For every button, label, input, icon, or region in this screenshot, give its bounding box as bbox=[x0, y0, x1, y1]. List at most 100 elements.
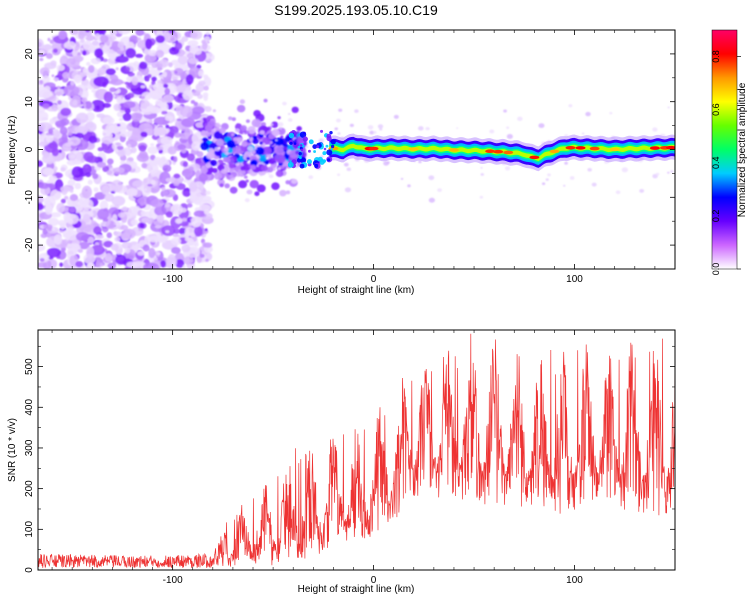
spectrogram-cell bbox=[289, 141, 293, 145]
spectrogram-cell bbox=[127, 72, 135, 77]
spectrogram-cell bbox=[220, 168, 227, 174]
spectrogram-cell bbox=[116, 111, 124, 118]
spectrogram-cell bbox=[337, 132, 341, 135]
spectrogram-cell bbox=[114, 55, 129, 63]
spectrogram-cell bbox=[93, 226, 102, 235]
spectrogram-cell bbox=[205, 190, 211, 195]
spectrogram-cell bbox=[98, 266, 102, 269]
spectrogram-cell bbox=[39, 57, 44, 62]
spectrogram-cell bbox=[59, 126, 68, 135]
spectrogram-cell bbox=[58, 30, 67, 40]
spectrogram-cell bbox=[52, 227, 56, 231]
spectrogram-cell bbox=[568, 104, 573, 108]
spectrogram-cell bbox=[316, 145, 320, 149]
spectrogram-cell bbox=[127, 143, 132, 149]
snr-x-label: Height of straight line (km) bbox=[298, 584, 415, 595]
spectrogram-cell bbox=[205, 31, 210, 36]
spectrogram-cell bbox=[480, 173, 484, 176]
spectrogram-cell bbox=[208, 167, 214, 173]
spectrogram-cell bbox=[268, 174, 274, 179]
spectrogram-cell bbox=[306, 159, 312, 165]
spectrogram-cell bbox=[185, 74, 194, 85]
spectrogram-cell bbox=[135, 53, 144, 58]
spectrogram-cell bbox=[256, 155, 261, 159]
spectrogram-cell bbox=[354, 109, 359, 113]
spectrogram-cell bbox=[236, 137, 244, 143]
spectrogram-cell bbox=[124, 81, 130, 85]
spectrogram-cell bbox=[124, 66, 131, 72]
spectrogram-cell bbox=[236, 104, 246, 113]
spectrogram-cell bbox=[621, 167, 629, 173]
spectrogram-cell bbox=[262, 146, 272, 155]
spectrogram-cell bbox=[88, 135, 98, 144]
spectrogram-cell bbox=[302, 136, 308, 142]
spectrogram-cell bbox=[165, 124, 170, 129]
spectrogram-cell bbox=[172, 233, 180, 238]
spectrogram-cell bbox=[86, 262, 95, 269]
spectrogram-cell bbox=[268, 157, 276, 165]
spectrogram-cell bbox=[219, 127, 226, 134]
spectrogram-cell bbox=[170, 203, 183, 216]
spectrogram-cell bbox=[162, 164, 172, 173]
spectrogram-cell bbox=[196, 64, 202, 69]
spectrogram-cell bbox=[48, 142, 58, 149]
spectrogram-cell bbox=[114, 90, 119, 95]
spectrogram-cell bbox=[74, 182, 82, 190]
spectrogram-cell bbox=[51, 74, 55, 78]
spectrogram-y-ticks: -20 -10 0 10 20 bbox=[24, 29, 675, 270]
spectrogram-cell bbox=[42, 153, 57, 164]
spectrogram-cell bbox=[119, 131, 132, 138]
spectrogram-cell bbox=[229, 174, 234, 179]
colorbar-gradient bbox=[711, 29, 738, 270]
spectrogram-cell bbox=[85, 34, 95, 42]
colorbar-tick-label: 0.2 bbox=[711, 210, 721, 223]
spectrogram-cell bbox=[56, 64, 65, 71]
spectrogram-cell bbox=[48, 175, 57, 182]
spectrogram-cell bbox=[182, 264, 186, 269]
spectrogram-cell bbox=[105, 123, 116, 133]
spectrogram-cell bbox=[204, 106, 212, 113]
snr-panel: -100 0 100 0 100 200 300 400 500 Height of stra… bbox=[7, 329, 676, 595]
spectrogram-cell bbox=[153, 221, 161, 226]
spectrogram-cell bbox=[87, 236, 95, 244]
spectrogram-cell bbox=[271, 121, 279, 128]
spectrogram-cell bbox=[147, 146, 159, 155]
spectrogram-cell bbox=[136, 37, 142, 41]
spectrogram-cell bbox=[160, 260, 167, 268]
spectrogram-cell bbox=[128, 206, 138, 217]
spectrogram-cell bbox=[279, 189, 287, 197]
spectrogram-cell bbox=[132, 198, 136, 202]
spectrogram-cell bbox=[250, 164, 256, 170]
spectrogram-cell bbox=[202, 117, 207, 121]
y-tick-label: 100 bbox=[24, 521, 35, 538]
spectrogram-cell bbox=[208, 148, 215, 154]
trace-hotspot bbox=[549, 149, 560, 154]
spectrogram-cell bbox=[253, 147, 258, 150]
spectrogram-cell bbox=[151, 91, 160, 100]
spectrogram-cell bbox=[183, 256, 194, 265]
spectrogram-cell bbox=[126, 188, 139, 197]
spectrogram-cell bbox=[667, 106, 670, 109]
spectrogram-cell bbox=[254, 191, 260, 197]
spectrogram-cell bbox=[186, 153, 196, 162]
spectrogram-cell bbox=[379, 127, 383, 131]
spectrogram-cell bbox=[161, 186, 166, 191]
spectrogram-cell bbox=[503, 109, 507, 113]
spectrogram-cell bbox=[85, 172, 92, 178]
spectrogram-cell bbox=[153, 127, 167, 136]
spectrogram-cell bbox=[344, 187, 352, 193]
spectrogram-cell bbox=[90, 99, 105, 112]
spectrogram-cell bbox=[44, 62, 57, 70]
spectrogram-cell bbox=[263, 98, 268, 103]
spectrogram-cell bbox=[75, 204, 84, 212]
spectrogram-cell bbox=[147, 74, 152, 79]
spectrogram-cell bbox=[65, 213, 79, 225]
spectrogram-cell bbox=[105, 220, 116, 230]
spectrogram-cell bbox=[297, 145, 301, 149]
spectrogram-cell bbox=[299, 131, 307, 138]
spectrogram-cell bbox=[96, 113, 106, 118]
spectrogram-cell bbox=[337, 173, 341, 176]
spectrogram-cell bbox=[102, 44, 111, 54]
spectrogram-cell bbox=[283, 146, 288, 151]
